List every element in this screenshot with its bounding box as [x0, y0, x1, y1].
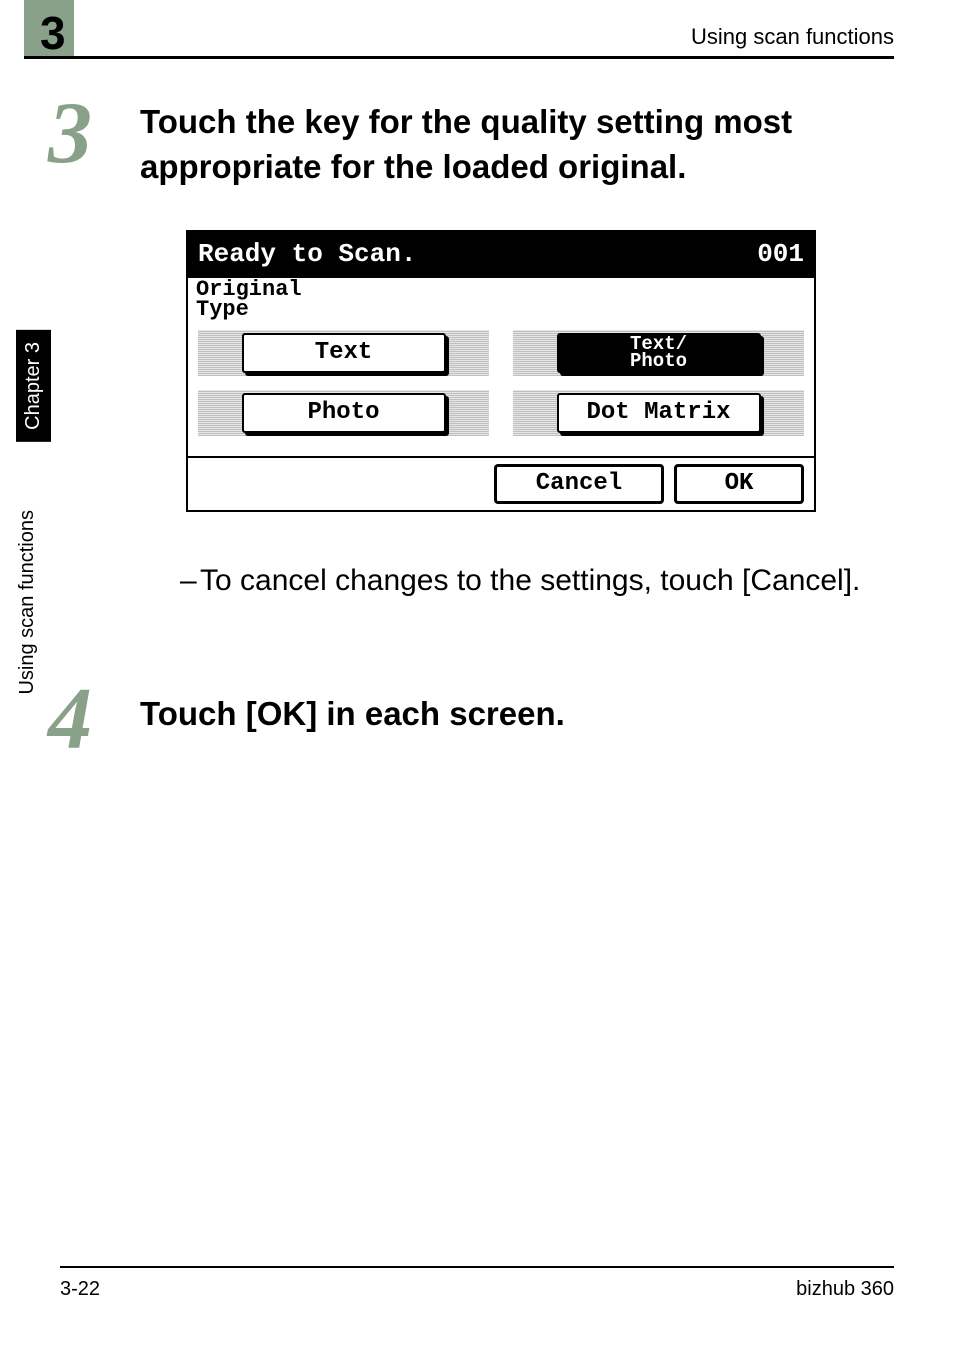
chapter-number: 3: [40, 6, 66, 60]
lcd-button-text[interactable]: Text: [242, 333, 446, 373]
cancel-note-text: To cancel changes to the settings, touch…: [200, 564, 860, 597]
lcd-footer: Cancel OK: [186, 456, 816, 512]
step-number-4: 4: [48, 676, 128, 764]
header-rule: [24, 56, 894, 59]
lcd-button-cancel[interactable]: Cancel: [494, 464, 664, 504]
lcd-button-ok[interactable]: OK: [674, 464, 804, 504]
lcd-subtitle-line2: Type: [196, 300, 806, 320]
lcd-subtitle: Original Type: [186, 278, 816, 322]
lcd-button-text-photo[interactable]: Text/ Photo: [557, 333, 761, 373]
running-title: Using scan functions: [691, 24, 894, 50]
footer-page: 3-22: [60, 1278, 100, 1301]
lcd-button-photo[interactable]: Photo: [242, 393, 446, 433]
lcd-cell-text: Text: [198, 330, 489, 376]
side-section-label: Using scan functions: [16, 510, 39, 695]
lcd-cell-photo: Photo: [198, 390, 489, 436]
step-text-3: Touch the key for the quality setting mo…: [140, 100, 894, 189]
lcd-title: Ready to Scan.: [198, 239, 416, 269]
lcd-cell-dot-matrix: Dot Matrix: [513, 390, 804, 436]
lcd-cell-text-photo: Text/ Photo: [513, 330, 804, 376]
lcd-panel: Ready to Scan. 001 Original Type Text Te…: [186, 230, 816, 512]
step-text-4: Touch [OK] in each screen.: [140, 692, 894, 737]
lcd-button-dot-matrix[interactable]: Dot Matrix: [557, 393, 761, 433]
cancel-note: –To cancel changes to the settings, touc…: [180, 560, 894, 602]
footer-rule: [60, 1266, 894, 1268]
footer-product: bizhub 360: [796, 1278, 894, 1301]
lcd-counter: 001: [757, 239, 804, 269]
lcd-button-text-photo-l2: Photo: [630, 353, 687, 369]
lcd-title-bar: Ready to Scan. 001: [186, 230, 816, 278]
side-chapter-label: Chapter 3: [16, 330, 51, 442]
lcd-subtitle-line1: Original: [196, 280, 806, 300]
lcd-body: Text Text/ Photo Photo Dot Matrix: [186, 322, 816, 456]
step-number-3: 3: [48, 90, 128, 178]
